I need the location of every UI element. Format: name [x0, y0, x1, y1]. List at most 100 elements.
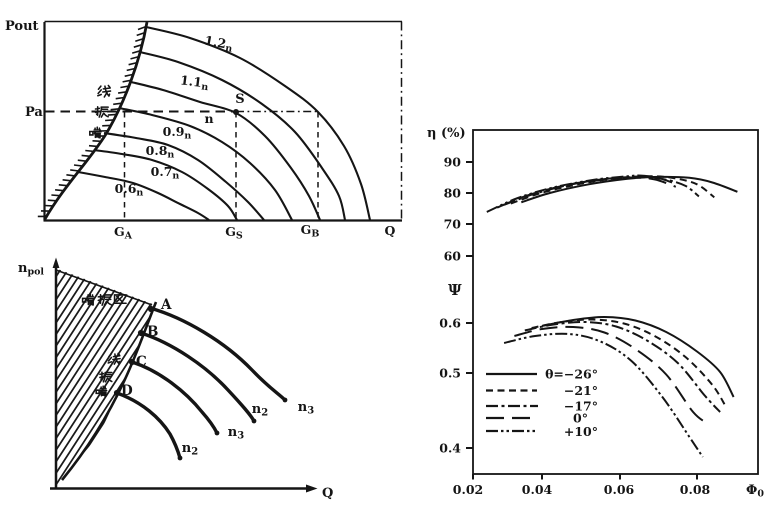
curve-from-c	[131, 360, 219, 434]
point-c-dot	[128, 358, 136, 366]
phi-tick-002: 0.02	[453, 482, 483, 497]
speed-label-1-1n: 1.1n	[179, 72, 210, 93]
cjk-char-0	[81, 293, 95, 306]
psi-curve-θ=0°	[514, 325, 710, 425]
curve-d-label: n2	[182, 441, 198, 458]
flow-gb-label: GB	[301, 222, 320, 240]
legend-label-plus10: +10°	[564, 424, 598, 439]
speed-curve-labels: 1.2n 1.1n n 0.9n 0.8n 0.7n 0.6n	[115, 33, 234, 199]
efficiency-curve-labels: n3 n2 n3 n2	[182, 400, 314, 458]
performance-chart-figure: η (%) 90 80 70 60 Ψ 0.6 0.5 0.4 0.02 0.0…	[427, 126, 764, 500]
cjk-char-1	[99, 371, 113, 383]
point-s-label: S	[235, 92, 244, 107]
speed-label-0-7n: 0.7n	[151, 164, 180, 182]
point-b-dot	[137, 329, 145, 337]
point-a-dot	[147, 305, 155, 313]
cjk-char-2	[113, 294, 127, 305]
speed-curve-1-2n	[145, 25, 372, 221]
eta-tick-labels: 90 80 70 60	[444, 155, 462, 264]
efficiency-map-figure: A B C D n3 n2 n3 n2 npol Q	[18, 257, 333, 501]
legend-label-minus21: −21°	[564, 383, 598, 398]
speed-curve-n	[130, 80, 321, 221]
point-a-label: A	[160, 297, 172, 313]
pressure-map-figure: S Pout Pa 1.2n 1.1n n 0.9n 0.8n 0.7n 0.6…	[5, 19, 403, 242]
eta-tick-90: 90	[444, 155, 462, 170]
phi-tick-004: 0.04	[522, 482, 553, 497]
cjk-char-0	[107, 352, 121, 365]
curve-from-d	[116, 391, 182, 459]
speed-label-0-6n: 0.6n	[115, 181, 144, 199]
surge-limit-line	[60, 301, 158, 481]
speed-curve-0-8n	[103, 131, 265, 221]
speed-label-0-9n: 0.9n	[163, 124, 192, 142]
cjk-char-2	[95, 385, 108, 397]
speed-label-1-2n: 1.2n	[203, 33, 234, 55]
curve-b-end-dot	[251, 418, 257, 424]
curve-d-end-dot	[177, 455, 183, 461]
curve-from-b	[140, 331, 256, 422]
psi-curve-θ=−26°	[541, 315, 735, 398]
efficiency-speed-curves	[116, 306, 288, 461]
curve-b-label: n2	[252, 402, 268, 419]
speed-label-0-8n: 0.8n	[146, 143, 175, 161]
flow-axis-label: Q	[385, 223, 396, 238]
cjk-char-1	[97, 293, 113, 306]
axis-tick-marks	[466, 161, 698, 480]
y-axis-arrowhead	[52, 257, 60, 268]
point-d-dot	[113, 389, 121, 397]
curve-a-label: n3	[298, 400, 314, 417]
phi-tick-008: 0.08	[680, 482, 711, 497]
psi-curve-θ=−21°	[531, 318, 727, 408]
cjk-char-1	[94, 106, 109, 118]
curve-from-a	[149, 306, 287, 402]
x-axis-arrowhead	[306, 484, 318, 493]
point-b-label: B	[147, 324, 158, 340]
phi-tick-labels: 0.02 0.04 0.06 0.08	[453, 482, 711, 497]
speed-curve-1-1n	[139, 50, 347, 221]
speed-curve-0-6n	[77, 170, 210, 221]
psi-axis-label: Ψ	[448, 281, 462, 299]
chart-tick-marks	[466, 161, 698, 480]
eta-axis-label: η (%)	[427, 126, 466, 141]
speed-label-n: n	[204, 111, 213, 126]
eta-curve-θ=+10°	[486, 174, 673, 213]
legend-label-minus17: −17°	[564, 399, 598, 414]
surge-region-caption	[81, 293, 127, 306]
surge-region-top-edge	[55, 269, 153, 306]
curve-a-end-dot	[282, 397, 288, 403]
surge-points: A B C D	[113, 297, 172, 399]
phi-axis-label: Φ0	[746, 483, 764, 500]
surge-line-caption-vertical-2	[95, 352, 121, 397]
point-c-label: C	[136, 354, 147, 370]
speed-curves	[77, 25, 372, 221]
curve-c-end-dot	[214, 430, 220, 436]
flow-gs-label: GS	[225, 224, 243, 242]
surge-region-hatch-lines	[55, 268, 154, 488]
legend-label-minus26: θ=−26°	[545, 367, 598, 382]
psi-curve-θ=+10°	[503, 332, 704, 458]
speed-curve-0-9n	[118, 106, 293, 221]
chart-data-curves	[486, 174, 738, 458]
psi-tick-05: 0.5	[439, 366, 461, 381]
cjk-char-0	[97, 84, 112, 98]
chart-legend: θ=−26° −21° −17° 0° +10°	[486, 367, 598, 439]
psi-tick-04: 0.4	[439, 441, 461, 456]
curve-c-label: n3	[228, 425, 244, 442]
flow-tick-labels: GA GS GB Q	[114, 222, 396, 242]
chart-frame	[472, 129, 759, 475]
eta-tick-80: 80	[444, 186, 462, 201]
eta-curve-θ=0°	[496, 176, 677, 209]
psi-tick-labels: 0.6 0.5 0.4	[439, 316, 461, 456]
operating-point-s	[233, 109, 239, 115]
efficiency-flow-axis-label: Q	[322, 486, 333, 501]
psi-tick-06: 0.6	[439, 316, 461, 331]
surge-region-hatched-area	[55, 268, 154, 488]
pa-level-label: Pa	[25, 105, 43, 120]
flow-ga-label: GA	[114, 224, 133, 242]
eta-tick-60: 60	[444, 249, 462, 264]
efficiency-axis-label: npol	[18, 261, 44, 278]
psi-curve-θ=−17°	[524, 320, 721, 413]
point-d-label: D	[121, 383, 133, 399]
eta-tick-70: 70	[444, 217, 462, 232]
